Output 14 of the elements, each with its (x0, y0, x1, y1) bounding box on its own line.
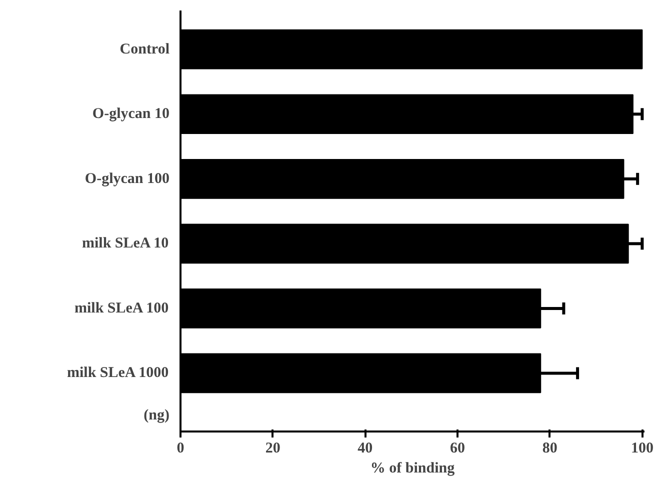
x-tick-label: 100 (630, 440, 654, 456)
y-tick-label: Control (120, 41, 170, 58)
x-tick-label: 80 (542, 440, 558, 456)
y-tick-label: O-glycan 10 (92, 106, 170, 122)
y-tick-label: milk SLeA 10 (82, 236, 169, 252)
y-tick-label: milk SLeA 1000 (66, 365, 169, 382)
x-tick-label: 0 (176, 440, 184, 456)
text: (ng) (144, 407, 170, 424)
x-tick-label: 20 (265, 440, 280, 456)
y-tick-label: O-glycan 100 (84, 170, 170, 187)
y-tick-label: milk SLeA 100 (74, 300, 169, 316)
x-tick-label: 40 (358, 440, 373, 456)
x-tick-label: 60 (450, 440, 466, 456)
x-axis-title: % of binding (370, 460, 456, 476)
